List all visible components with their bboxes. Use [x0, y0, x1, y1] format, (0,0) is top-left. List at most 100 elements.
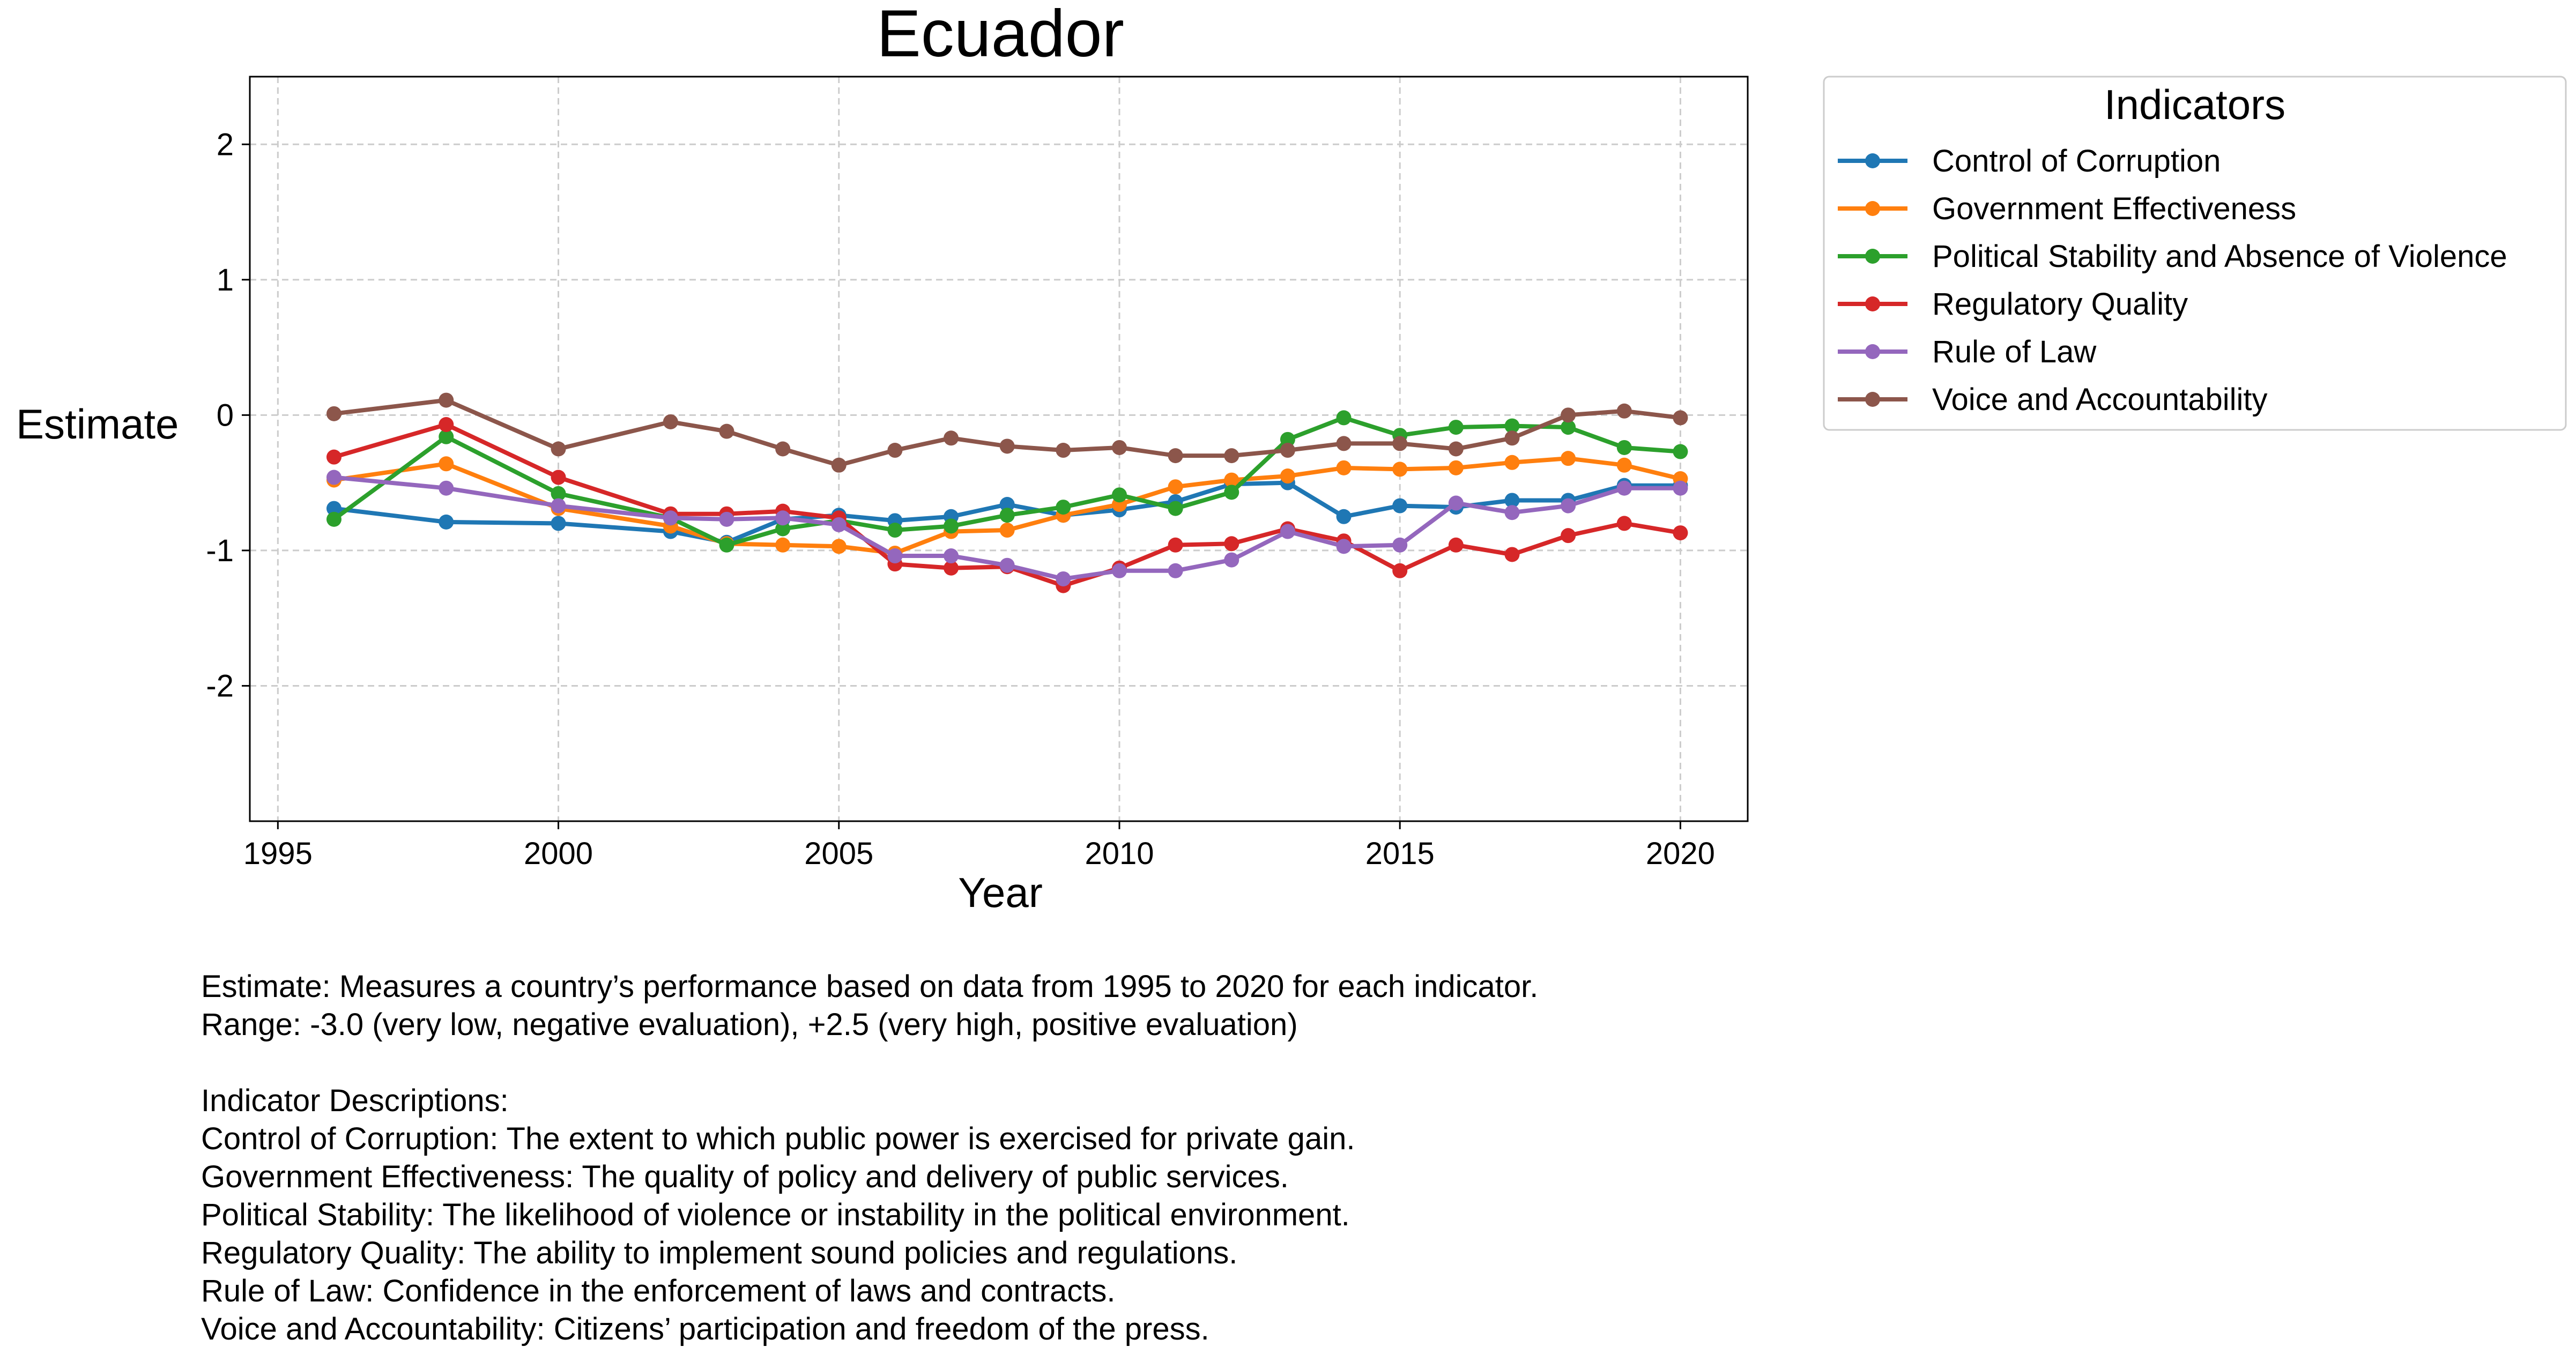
- y-tick-label: -2: [206, 668, 234, 703]
- legend-marker: [1865, 153, 1880, 168]
- data-point: [1561, 451, 1576, 466]
- data-point: [1168, 537, 1183, 553]
- data-point: [1111, 487, 1127, 503]
- data-point: [887, 443, 903, 458]
- data-point: [1224, 448, 1239, 464]
- x-tick-label: 2010: [1085, 836, 1154, 871]
- data-point: [775, 521, 791, 537]
- footnote-line-rule-of-law: Rule of Law: Confidence in the enforceme…: [201, 1274, 1116, 1308]
- data-point: [1224, 536, 1239, 552]
- legend-title: Indicators: [2104, 81, 2285, 128]
- legend-item: Control of Corruption: [1838, 144, 2221, 178]
- series-layer: [326, 392, 1688, 593]
- data-point: [1504, 493, 1520, 508]
- data-point: [1168, 448, 1183, 464]
- plot-frame: [249, 76, 1749, 822]
- data-point: [1168, 501, 1183, 516]
- footnote-line-voice-and-accountability: Voice and Accountability: Citizens’ part…: [201, 1312, 1209, 1346]
- data-point: [326, 449, 342, 465]
- legend-box: [1823, 76, 2567, 431]
- series-line: [333, 398, 1681, 467]
- legend-marker: [1865, 392, 1880, 407]
- data-point: [887, 523, 903, 538]
- data-point: [1673, 480, 1688, 496]
- data-point: [439, 429, 454, 444]
- x-tick-label: 1995: [243, 836, 313, 871]
- series-line: [332, 415, 1681, 547]
- data-point: [831, 457, 847, 473]
- data-point: [1504, 547, 1520, 562]
- data-point: [775, 537, 791, 553]
- data-point: [1224, 472, 1239, 488]
- data-point: [1336, 436, 1352, 451]
- footnote-line-political-stability: Political Stability: The likelihood of v…: [201, 1197, 1350, 1232]
- data-point: [1336, 509, 1352, 524]
- data-point: [439, 480, 454, 496]
- data-point: [831, 517, 847, 532]
- data-point: [999, 508, 1015, 523]
- series-line: [333, 456, 1681, 555]
- footnote-line-descriptions-heading: Indicator Descriptions:: [201, 1083, 509, 1118]
- x-tick-label: 2000: [524, 836, 593, 871]
- data-point: [1336, 539, 1352, 554]
- data-point: [551, 516, 566, 531]
- data-point: [999, 523, 1015, 538]
- x-tick-label: 2005: [804, 836, 873, 871]
- data-point: [1448, 420, 1464, 435]
- data-point: [999, 557, 1015, 573]
- data-point: [1392, 462, 1408, 477]
- data-point: [775, 441, 791, 457]
- data-point: [1673, 444, 1688, 459]
- legend-marker: [1865, 344, 1880, 359]
- footnote-line-regulatory-quality: Regulatory Quality: The ability to imple…: [201, 1236, 1238, 1270]
- data-point: [1168, 479, 1183, 495]
- y-tick-label: 0: [217, 398, 234, 433]
- data-point: [1504, 430, 1520, 446]
- legend-label: Control of Corruption: [1932, 144, 2221, 178]
- data-point: [999, 497, 1015, 512]
- series-line: [333, 475, 1681, 581]
- data-point: [1561, 528, 1576, 544]
- data-point: [1616, 403, 1632, 419]
- data-point: [1561, 407, 1576, 423]
- data-point: [719, 423, 734, 439]
- series-4: [326, 470, 1688, 586]
- data-point: [439, 456, 454, 472]
- data-point: [831, 539, 847, 554]
- data-point: [1280, 524, 1295, 539]
- data-point: [439, 392, 454, 408]
- data-point: [1392, 436, 1408, 451]
- data-point: [551, 470, 566, 485]
- legend-items: Control of Corruption Government Effectiv…: [1838, 144, 2507, 417]
- data-point: [1392, 498, 1408, 514]
- data-point: [1448, 537, 1464, 553]
- data-point: [1673, 410, 1688, 426]
- legend-label: Voice and Accountability: [1932, 382, 2268, 417]
- data-point: [1616, 457, 1632, 473]
- data-point: [1280, 443, 1295, 458]
- data-point: [326, 511, 342, 527]
- data-point: [719, 537, 734, 553]
- chart-title: Ecuador: [877, 0, 1124, 71]
- data-point: [551, 486, 566, 501]
- data-point: [944, 430, 959, 446]
- data-point: [1280, 468, 1295, 484]
- data-point: [1448, 460, 1464, 475]
- data-point: [944, 560, 959, 576]
- y-tick-label: 2: [217, 127, 234, 162]
- data-point: [1392, 563, 1408, 578]
- data-point: [1336, 410, 1352, 426]
- legend-marker: [1865, 296, 1880, 311]
- data-point: [1448, 441, 1464, 457]
- legend-label: Government Effectiveness: [1932, 191, 2296, 226]
- data-point: [1448, 495, 1464, 511]
- footnote-line-estimate: Estimate: Measures a country’s performan…: [201, 969, 1539, 1004]
- data-point: [326, 470, 342, 485]
- y-tick-label: 1: [217, 263, 234, 297]
- data-point: [1056, 500, 1071, 515]
- legend-item: Political Stability and Absence of Viole…: [1838, 239, 2507, 274]
- footnote-line-government-effectiveness: Government Effectiveness: The quality of…: [201, 1159, 1289, 1194]
- footnote-line-range: Range: -3.0 (very low, negative evaluati…: [201, 1007, 1298, 1042]
- data-point: [1616, 440, 1632, 455]
